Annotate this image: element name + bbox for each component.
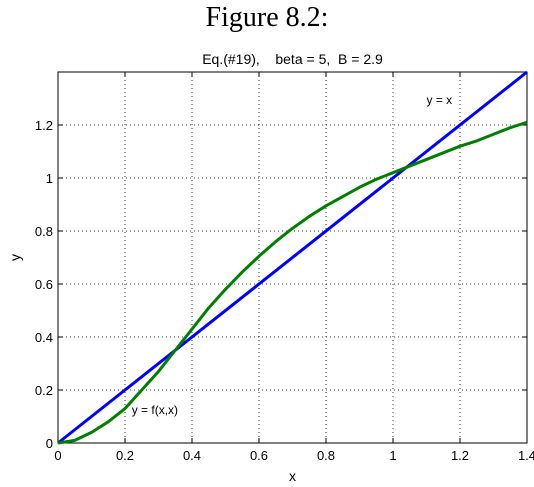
x-tick-label: 0.6 (250, 448, 268, 463)
y-tick-label: 0.4 (35, 330, 53, 345)
y-tick-label: 0.2 (35, 383, 53, 398)
plot-title: Eq.(#19), beta = 5, B = 2.9 (202, 51, 383, 67)
x-tick-label: 1.2 (451, 448, 469, 463)
y-tick-label: 0.6 (35, 277, 53, 292)
annotation-label: y = f(x,x) (132, 403, 178, 417)
annotations: y = x y = f(x,x) (132, 93, 452, 417)
x-tick-label: 0.4 (183, 448, 201, 463)
series-lines (58, 72, 527, 443)
x-tick-label: 0.8 (317, 448, 335, 463)
x-tick-label: 0.2 (116, 448, 134, 463)
annotation-label: y = x (427, 93, 453, 107)
x-tick-label: 1 (389, 448, 396, 463)
ticks: 0 0.2 0.4 0.6 0.8 1 1.2 1.4 0 0.2 0.4 0.6 0.8 1 1.2 (35, 72, 534, 463)
y-tick-label: 0 (46, 436, 53, 451)
x-tick-label: 0 (54, 448, 61, 463)
x-tick-label: 1.4 (518, 448, 534, 463)
y-tick-label: 1.2 (35, 118, 53, 133)
y-tick-label: 0.8 (35, 224, 53, 239)
series-line-0 (58, 72, 527, 443)
series-line-1 (58, 122, 527, 443)
y-axis-label: y (7, 254, 23, 261)
y-tick-label: 1 (46, 171, 53, 186)
x-axis-label: x (289, 468, 296, 484)
